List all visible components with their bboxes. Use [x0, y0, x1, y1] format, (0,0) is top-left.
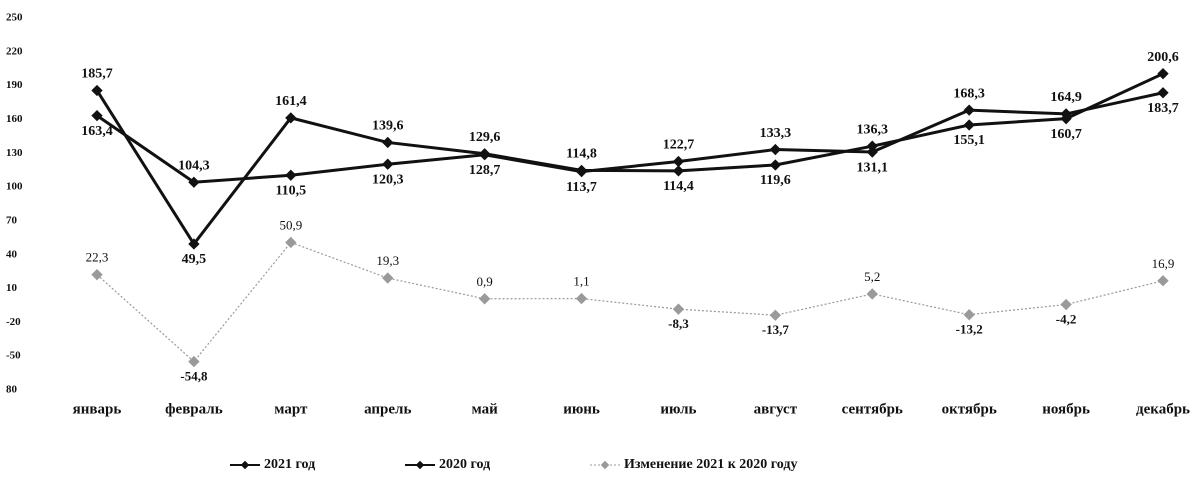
data-label: 0,9 — [477, 274, 493, 289]
marker — [188, 176, 200, 188]
x-tick-label: май — [472, 401, 499, 417]
x-tick-label: сентябрь — [842, 401, 903, 417]
x-tick-label: октябрь — [942, 401, 997, 417]
y-tick-label: 40 — [6, 248, 18, 260]
marker — [382, 272, 394, 284]
x-tick-label: декабрь — [1136, 401, 1190, 417]
marker — [866, 146, 878, 158]
series-line — [96, 241, 1164, 363]
marker — [672, 165, 685, 177]
data-label: 128,7 — [469, 163, 501, 178]
data-label: 160,7 — [1050, 127, 1082, 142]
marker — [478, 149, 491, 161]
marker — [1157, 275, 1169, 287]
x-tick-label: апрель — [364, 401, 411, 417]
data-label: 133,3 — [760, 126, 792, 141]
y-tick-label: -50 — [6, 350, 21, 362]
x-tick-label: август — [754, 401, 798, 417]
y-tick-label: 10 — [6, 282, 18, 294]
data-label: 139,6 — [372, 119, 404, 134]
data-label: 119,6 — [760, 173, 791, 188]
data-label: 19,3 — [376, 253, 399, 268]
marker — [1060, 108, 1072, 120]
data-label: 200,6 — [1147, 50, 1179, 65]
y-tick-label: 190 — [6, 79, 23, 91]
data-label: 49,5 — [182, 252, 207, 267]
marker — [382, 158, 394, 170]
data-label: 155,1 — [953, 133, 985, 148]
legend-marker — [240, 460, 250, 470]
legend-label: Изменение 2021 к 2020 году — [624, 457, 797, 472]
data-label: 183,7 — [1147, 101, 1179, 116]
x-tick-label: январь — [73, 401, 122, 417]
series-line — [96, 91, 1164, 184]
data-label: 168,3 — [953, 86, 985, 101]
x-tick-label: июль — [660, 401, 696, 417]
marker — [1060, 298, 1072, 311]
data-label: 113,7 — [566, 180, 597, 195]
data-label: -54,8 — [180, 369, 208, 384]
marker — [478, 293, 491, 305]
data-label: 161,4 — [275, 94, 307, 109]
y-tick-label: -20 — [6, 316, 21, 328]
marker — [963, 104, 975, 116]
data-label: -8,3 — [668, 316, 689, 331]
legend-label: 2021 год — [264, 457, 315, 472]
data-label: -4,2 — [1056, 312, 1077, 327]
marker — [672, 303, 685, 315]
data-label: 114,4 — [663, 179, 694, 194]
marker — [285, 169, 297, 181]
y-tick-label: 160 — [6, 113, 23, 125]
legend-marker — [600, 460, 610, 470]
y-tick-label: 130 — [6, 147, 23, 159]
marker — [672, 155, 685, 168]
data-label: 5,2 — [864, 269, 880, 284]
data-label: 22,3 — [86, 250, 109, 265]
data-label: -13,2 — [956, 322, 983, 337]
data-label: 136,3 — [857, 122, 889, 137]
data-label: 110,5 — [275, 183, 306, 198]
marker — [769, 309, 782, 321]
marker — [188, 238, 200, 250]
legend-label: 2020 год — [439, 457, 490, 472]
data-label: 163,4 — [81, 124, 113, 139]
marker — [963, 309, 975, 321]
y-tick-label: 80 — [6, 384, 18, 396]
data-label: 114,8 — [566, 147, 597, 162]
data-label: 1,1 — [573, 274, 589, 289]
data-label: -13,7 — [762, 322, 790, 337]
legend-marker — [415, 460, 425, 470]
marker — [769, 159, 782, 171]
y-tick-label: 250 — [6, 12, 23, 24]
marker — [575, 165, 588, 178]
x-tick-label: февраль — [165, 401, 223, 417]
marker — [866, 140, 878, 152]
x-tick-label: июнь — [563, 401, 600, 417]
marker — [1157, 87, 1169, 99]
marker — [575, 292, 588, 305]
series-line — [95, 72, 1164, 247]
y-tick-label: 70 — [6, 214, 18, 226]
y-tick-label: 100 — [6, 181, 23, 193]
marker — [382, 136, 394, 149]
marker — [285, 236, 297, 249]
data-label: 16,9 — [1152, 256, 1175, 271]
marker — [1157, 68, 1169, 80]
x-tick-label: ноябрь — [1042, 401, 1090, 417]
marker — [963, 119, 975, 131]
marker — [188, 355, 200, 368]
data-label: 129,6 — [469, 130, 501, 145]
marker — [769, 143, 782, 156]
data-label: 131,1 — [857, 160, 889, 175]
data-label: 122,7 — [663, 138, 695, 153]
x-tick-label: март — [274, 401, 308, 417]
data-label: 185,7 — [81, 67, 113, 82]
data-label: 120,3 — [372, 172, 404, 187]
marker — [866, 288, 878, 300]
data-label: 50,9 — [279, 217, 302, 232]
data-label: 164,9 — [1050, 90, 1082, 105]
y-tick-label: 220 — [6, 45, 23, 57]
data-label: 104,3 — [178, 158, 210, 173]
